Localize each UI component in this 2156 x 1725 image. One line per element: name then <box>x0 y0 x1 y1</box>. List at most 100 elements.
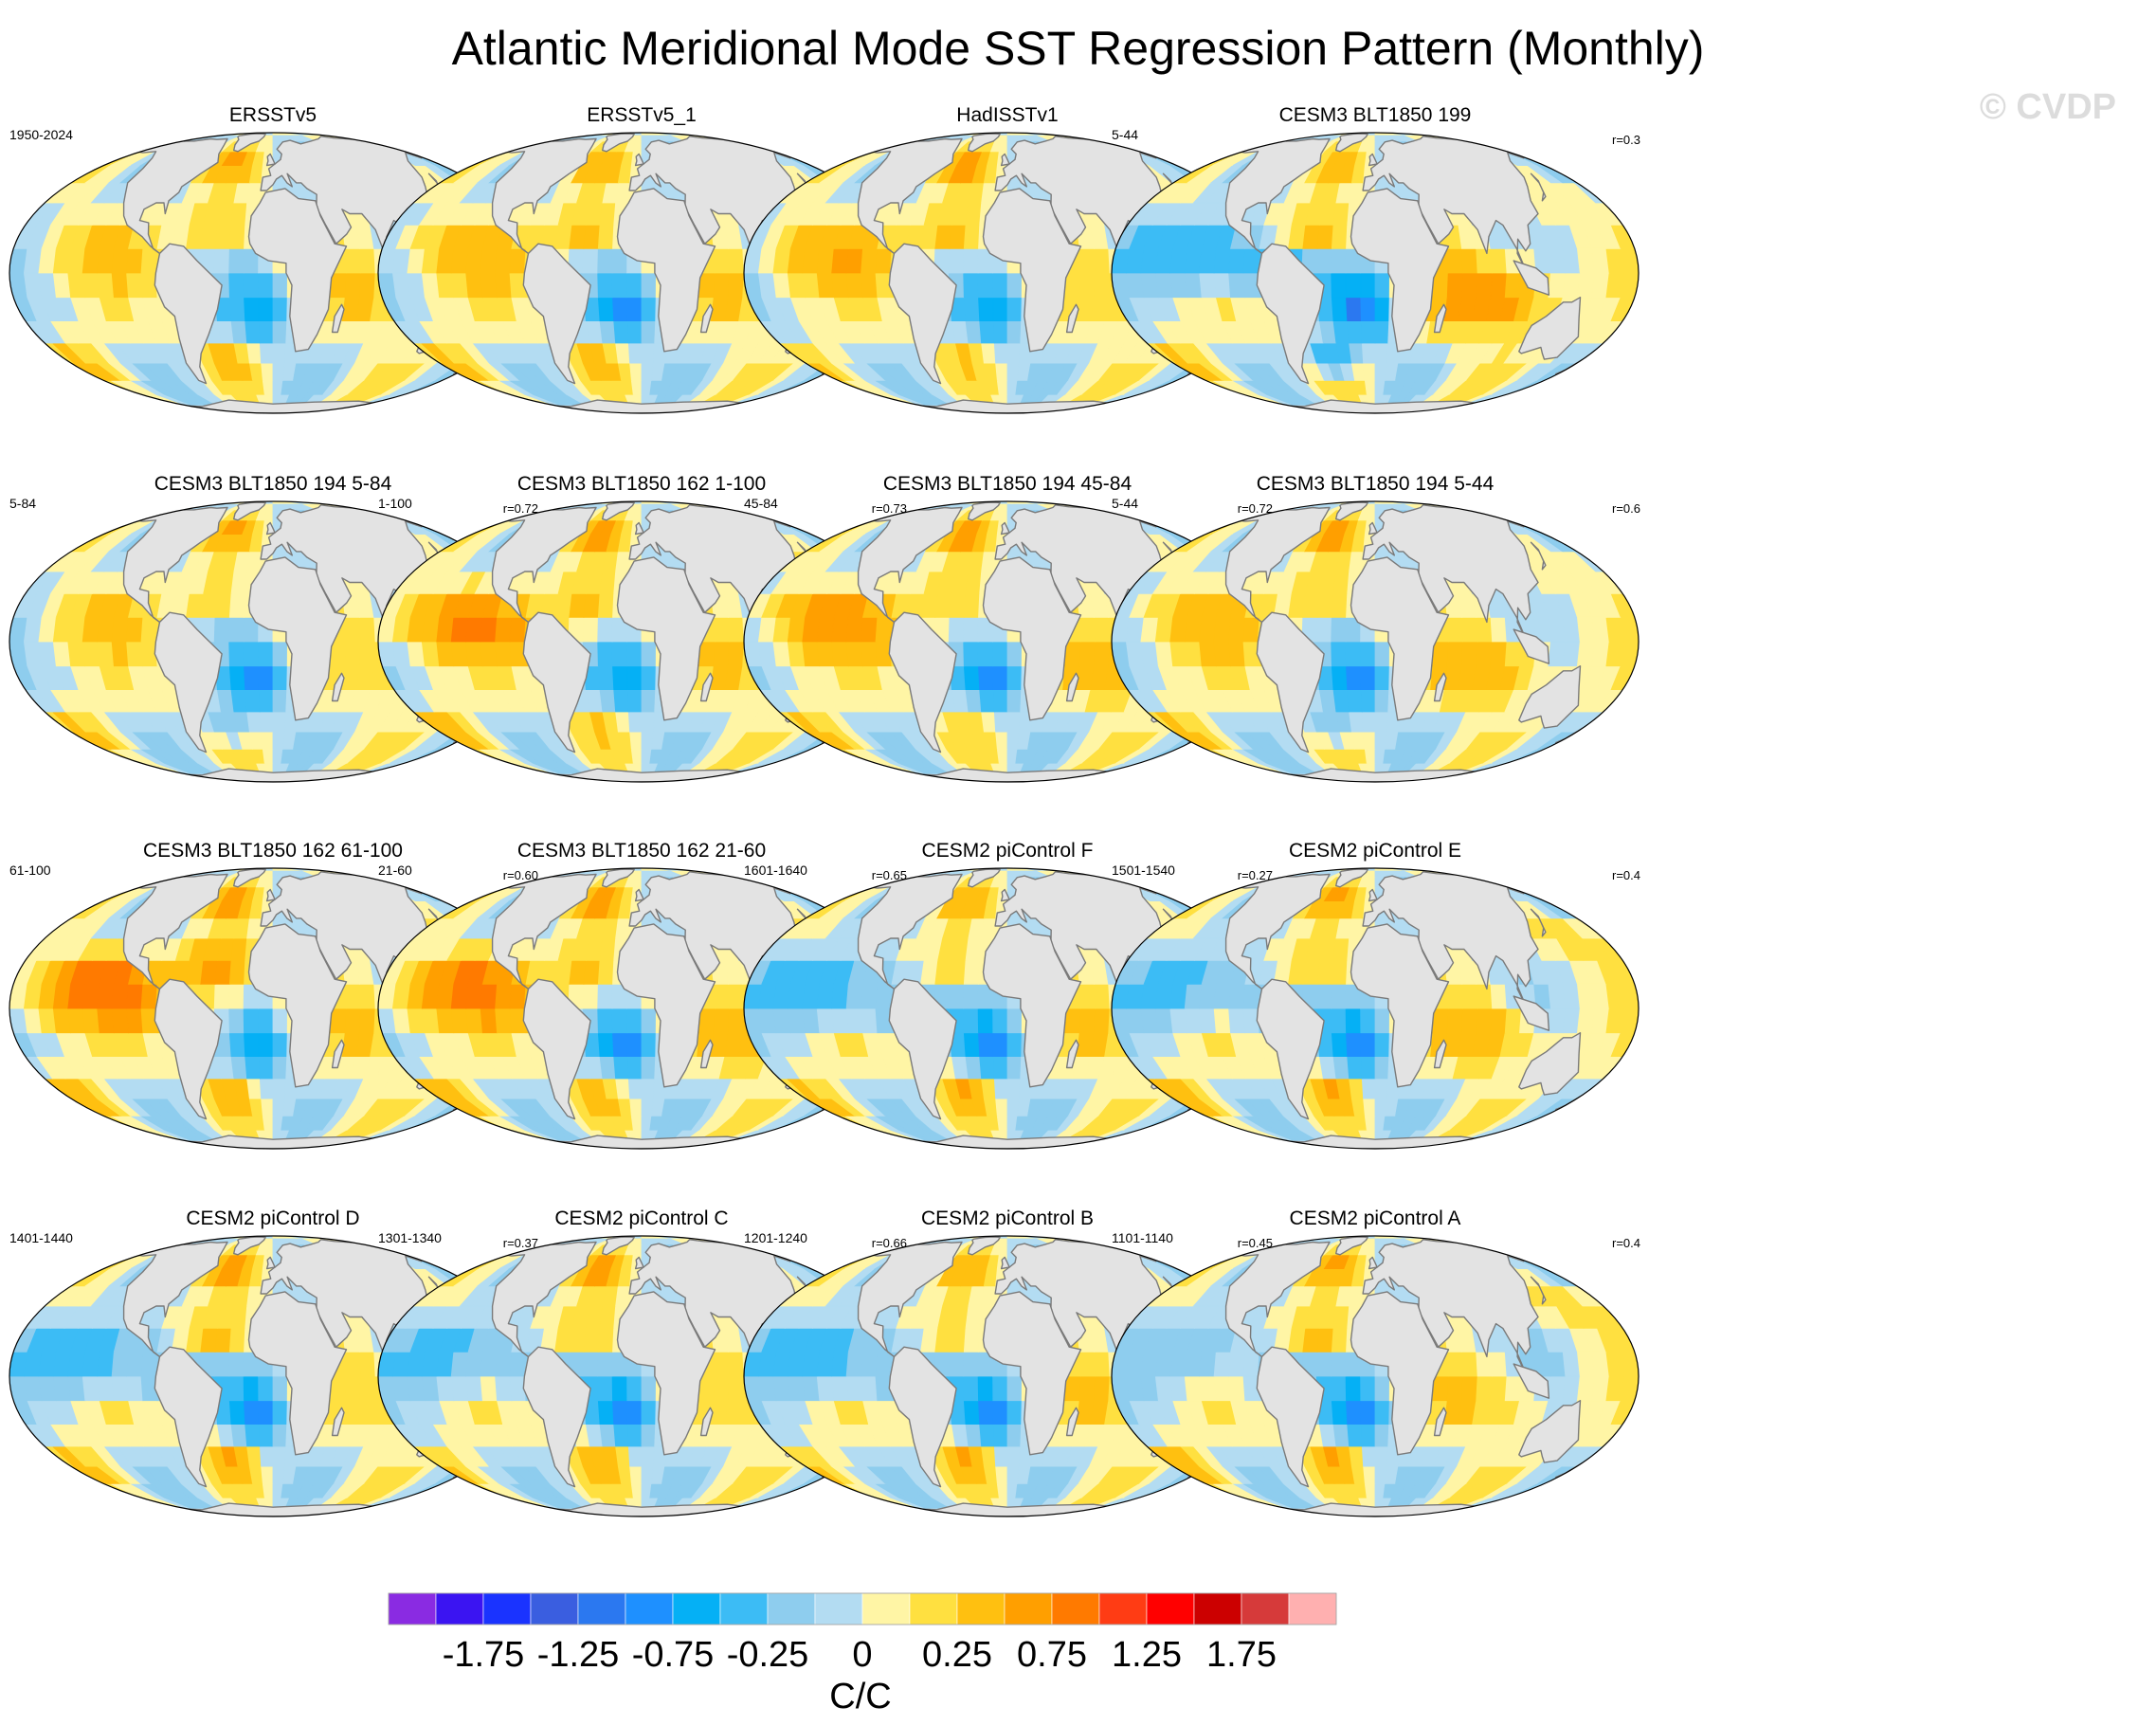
sst-cell <box>1094 272 1111 299</box>
sst-cell <box>272 711 287 733</box>
sst-cell <box>359 616 376 643</box>
panel-correlation-label: r=0.3 <box>1612 133 1640 147</box>
sst-cell <box>1332 320 1350 344</box>
sst-cell <box>1374 731 1387 750</box>
sst-cell <box>272 272 288 299</box>
africa-land <box>1350 188 1450 353</box>
sst-cell <box>1006 272 1023 299</box>
map-panel: CESM3 BLT1850 199 5-44 r=0.3 <box>1110 104 1640 464</box>
sst-cell <box>613 320 629 344</box>
sst-cell <box>1228 272 1246 299</box>
greenland-land <box>601 133 635 153</box>
sst-cell <box>480 272 498 299</box>
sst-cell <box>272 641 288 667</box>
sst-cell <box>1476 272 1494 299</box>
sst-cell <box>436 247 455 274</box>
sst-cell <box>979 689 995 713</box>
sst-cell <box>597 665 615 691</box>
south-america-land <box>522 611 591 754</box>
sst-cell <box>126 247 144 274</box>
sst-cell <box>214 593 232 618</box>
sst-cell <box>97 641 115 667</box>
sst-cell <box>861 616 879 643</box>
sst-cell <box>626 297 643 322</box>
sst-cell <box>1620 272 1639 299</box>
sst-cell <box>875 247 893 274</box>
sst-cell <box>228 297 246 322</box>
sst-cell <box>1331 247 1347 274</box>
sst-cell <box>981 551 997 572</box>
sst-cell <box>228 665 246 691</box>
sst-cell <box>626 272 643 299</box>
sst-cell <box>641 297 657 322</box>
sst-cell <box>965 571 983 594</box>
sst-map <box>9 132 537 414</box>
uk-land <box>634 153 644 167</box>
sst-cell <box>1360 689 1376 713</box>
sst-cell <box>480 247 498 274</box>
sst-cell <box>67 616 86 643</box>
sst-cell <box>1364 748 1376 764</box>
sst-cell <box>67 247 86 274</box>
sst-cell <box>965 320 983 344</box>
sst-cell <box>1331 272 1347 299</box>
sst-cell <box>465 616 483 643</box>
sst-cell <box>963 247 979 274</box>
panel-correlation-label: r=0.73 <box>871 501 907 516</box>
uk-land <box>1368 153 1378 167</box>
sst-cell <box>495 616 513 643</box>
africa-land <box>247 188 348 353</box>
sst-cell <box>1064 272 1081 299</box>
sst-cell <box>1361 711 1376 733</box>
sst-cell <box>246 182 263 204</box>
greenland-land <box>601 501 635 521</box>
sst-cell <box>963 225 981 249</box>
panel-period-label: 1950-2024 <box>9 127 73 142</box>
sst-cell <box>816 272 835 299</box>
indonesia-land <box>1513 260 1550 296</box>
sst-cell <box>641 665 657 691</box>
south-america-land <box>1256 243 1325 385</box>
panel-period-label: 5-84 <box>9 496 37 511</box>
sst-cell <box>1363 731 1376 750</box>
sst-cell <box>344 616 362 643</box>
sst-cell <box>802 616 821 643</box>
sst-cell <box>569 593 587 618</box>
sst-cell <box>802 641 821 667</box>
panel-title: ERSSTv5 <box>228 104 317 126</box>
eurasia-land <box>1362 136 1539 272</box>
sst-cell <box>1094 641 1111 667</box>
sst-cell <box>1360 665 1376 691</box>
sst-cell <box>816 616 835 643</box>
sst-cell <box>1374 272 1390 299</box>
sst-cell <box>495 272 513 299</box>
sst-map <box>1111 500 1640 783</box>
sst-cell <box>359 641 376 667</box>
sst-cell <box>67 272 86 299</box>
sst-cell <box>583 225 601 249</box>
map-panel: CESM3 BLT1850 194 5-44 5-44 r=0.6 <box>1110 473 1640 833</box>
sst-cell <box>450 272 469 299</box>
sst-cell <box>981 342 997 364</box>
sst-cell <box>1184 641 1203 667</box>
sst-cell <box>272 731 285 750</box>
sst-cell <box>1349 711 1365 733</box>
sst-cell <box>436 272 455 299</box>
uk-land <box>1000 153 1010 167</box>
sst-cell <box>1360 297 1376 322</box>
sst-cell <box>1006 297 1023 322</box>
sst-cell <box>1332 202 1350 226</box>
sst-cell <box>436 616 455 643</box>
sst-cell <box>1461 641 1478 667</box>
sst-cell <box>641 272 657 299</box>
sst-cell <box>1364 379 1376 395</box>
sst-cell <box>258 665 274 691</box>
sst-cell <box>140 616 158 643</box>
sst-cell <box>626 689 643 713</box>
sst-cell <box>200 225 218 249</box>
sst-cell <box>1332 689 1350 713</box>
sst-cell <box>934 225 952 249</box>
map-panel: HadISSTv1 <box>742 104 1273 464</box>
sst-cell <box>981 182 997 204</box>
sst-cell <box>1360 320 1376 344</box>
